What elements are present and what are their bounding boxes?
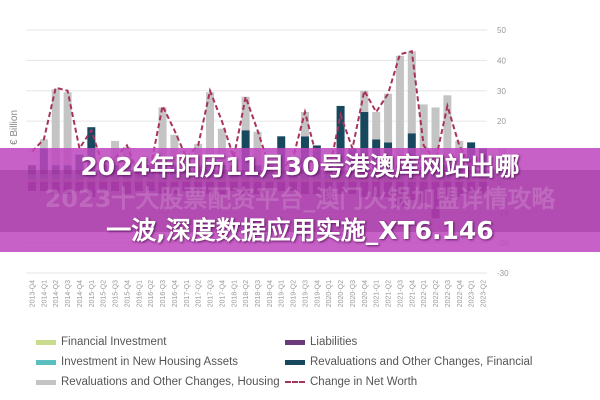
x-tick-label: 2014-Q3 <box>65 280 72 307</box>
legend-swatch <box>285 359 305 365</box>
watermark-text: 2023十大股票配资平台_澳门火锅加盟详情攻略 <box>44 185 556 213</box>
x-tick-label: 2017-Q2 <box>196 280 203 307</box>
bar-revaluations-and-other-changes-housing <box>241 96 250 131</box>
x-tick-label: 2013-Q4 <box>30 280 37 307</box>
x-tick-label: 2015-Q3 <box>113 280 120 307</box>
x-tick-label: 2019-Q3 <box>302 280 309 307</box>
x-tick-label: 2021-Q4 <box>409 280 416 307</box>
y-tick-label: 30 <box>497 87 506 96</box>
legend-housing-investment: Investment in New Housing Assets <box>36 356 238 368</box>
legend-label: Revaluations and Other Changes, Housing <box>61 376 280 388</box>
bar-revaluations-and-other-changes-housing <box>384 93 393 143</box>
y-tick-label: 50 <box>497 26 506 35</box>
bar-revaluations-and-other-changes-housing <box>300 112 309 137</box>
legend-liabilities: Liabilities <box>285 336 357 348</box>
x-tick-label: 2019-Q2 <box>291 280 298 307</box>
x-tick-label: 2020-Q4 <box>362 280 369 307</box>
x-tick-label: 2021-Q1 <box>374 280 381 307</box>
bar-revaluations-and-other-changes-housing <box>443 95 452 166</box>
bar-revaluations-and-other-changes-housing <box>407 51 416 134</box>
x-tick-label: 2016-Q1 <box>136 280 143 307</box>
x-tick-label: 2017-Q4 <box>219 280 226 307</box>
overlay-banner: 2024年阳历11月30号港澳库网站出哪 2023十大股票配资平台_澳门火锅加盟… <box>0 148 600 252</box>
x-tick-label: 2017-Q1 <box>184 280 191 307</box>
x-tick-label: 2016-Q2 <box>148 280 155 307</box>
x-tick-label: 2016-Q3 <box>160 280 167 307</box>
x-tick-label: 2014-Q1 <box>41 280 48 307</box>
x-tick-label: 2022-Q3 <box>445 280 452 307</box>
x-tick-label: 2016-Q4 <box>172 280 179 307</box>
x-tick-label: 2015-Q4 <box>124 280 131 307</box>
banner-band <box>0 170 600 232</box>
x-tick-label: 2020-Q3 <box>350 280 357 307</box>
banner-title-line2: 一波,深度数据应用实施_XT6.146 <box>106 216 494 245</box>
net-worth-line <box>31 50 484 178</box>
x-tick-label: 2020-Q2 <box>338 280 345 307</box>
legend-financial-investment: Financial Investment <box>36 336 166 348</box>
x-tick-label: 2022-Q4 <box>457 280 464 307</box>
bar-revaluations-and-other-changes-housing <box>51 89 60 166</box>
y-tick-label: 20 <box>497 117 506 126</box>
x-tick-label: 2015-Q2 <box>101 280 108 307</box>
x-tick-label: 2021-Q2 <box>386 280 393 307</box>
x-tick-label: 2018-Q4 <box>267 280 274 307</box>
legend-label: Revaluations and Other Changes, Financia… <box>310 356 533 368</box>
bar-revaluations-and-other-changes-housing <box>360 90 369 113</box>
bar-revaluations-and-other-changes-housing <box>217 128 226 166</box>
x-tick-label: 2017-Q3 <box>208 280 215 307</box>
legend-label: Investment in New Housing Assets <box>61 356 239 368</box>
legend-label: Liabilities <box>310 336 358 348</box>
x-tick-label: 2021-Q3 <box>397 280 404 307</box>
x-tick-label: 2014-Q4 <box>77 280 84 307</box>
bar-revaluations-and-other-changes-housing <box>419 104 428 166</box>
legend-swatch <box>36 339 56 345</box>
legend-label: Change in Net Worth <box>310 376 418 388</box>
legend-dash <box>285 381 305 383</box>
x-tick-label: 2022-Q1 <box>421 280 428 307</box>
legend-swatch <box>285 339 305 345</box>
bar-revaluations-and-other-changes-housing <box>63 92 72 166</box>
bar-revaluations-and-other-changes-financial <box>336 105 345 175</box>
x-tick-label: 2018-Q1 <box>231 280 238 307</box>
x-tick-label: 2023-Q2 <box>481 280 488 307</box>
legend-swatch <box>36 379 56 385</box>
bar-revaluations-and-other-changes-housing <box>372 112 381 140</box>
bar-revaluations-and-other-changes-housing <box>158 107 167 166</box>
y-axis-label: € Billion <box>9 110 20 145</box>
y-tick-label: -30 <box>497 269 509 278</box>
banner-title-line1: 2024年阳历11月30号港澳库网站出哪 <box>80 152 520 181</box>
bar-revaluations-and-other-changes-housing <box>395 55 404 166</box>
bar-revaluations-and-other-changes-housing <box>39 139 48 149</box>
bar-revaluations-and-other-changes-housing <box>206 92 215 166</box>
bar-revaluations-and-other-changes-housing <box>431 107 440 166</box>
x-tick-label: 2018-Q3 <box>255 280 262 307</box>
x-tick-label: 2014-Q2 <box>53 280 60 307</box>
x-tick-label: 2019-Q4 <box>314 280 321 307</box>
x-tick-label: 2022-Q2 <box>433 280 440 307</box>
x-tick-label: 2015-Q1 <box>89 280 96 307</box>
x-tick-label: 2018-Q2 <box>243 280 250 307</box>
x-tick-label: 2019-Q1 <box>279 280 286 307</box>
y-tick-label: 40 <box>497 56 506 65</box>
legend-housing-revaluation: Revaluations and Other Changes, Housing <box>36 376 280 388</box>
x-tick-label: 2023-Q1 <box>469 280 476 307</box>
x-tick-label: 2020-Q1 <box>326 280 333 307</box>
bar-revaluations-and-other-changes-financial <box>360 112 369 175</box>
legend-net-worth: Change in Net Worth <box>285 376 417 388</box>
legend-label: Financial Investment <box>61 336 167 348</box>
legend-financial-revaluation: Revaluations and Other Changes, Financia… <box>285 356 532 368</box>
legend-swatch <box>36 359 56 365</box>
